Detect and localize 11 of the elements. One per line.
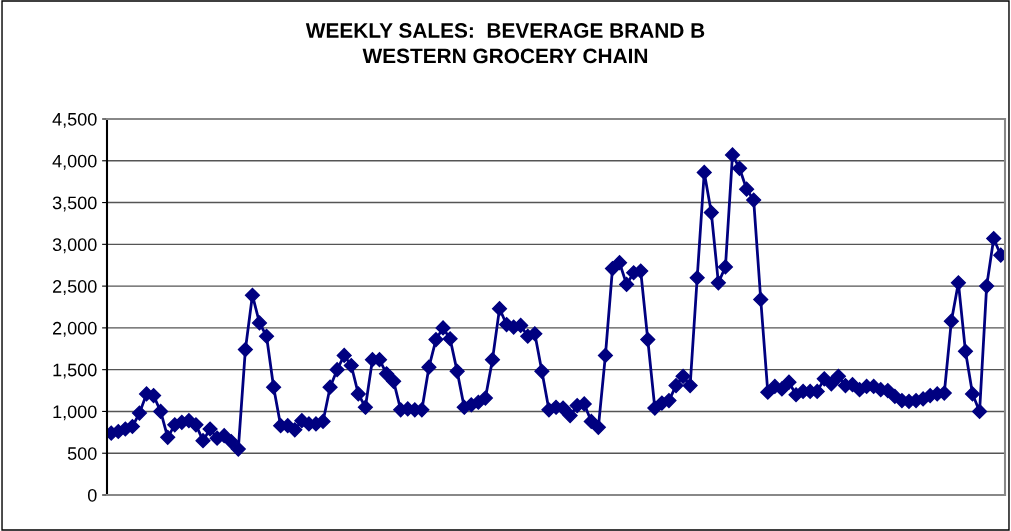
y-tick-label: 500	[67, 447, 97, 460]
y-tick-label: 0	[87, 488, 97, 502]
y-tick-label: 2,500	[53, 280, 97, 295]
y-tick-label: 4,000	[52, 154, 97, 170]
y-tick-label: 2,000	[53, 321, 97, 337]
chart-title: WEEKLY SALES: BEVERAGE BRAND B WESTERN GROCERY CHAIN	[305, 23, 705, 64]
y-tick-label: 1,000	[53, 405, 97, 421]
y-tick-label: 4,500	[52, 112, 97, 128]
y-tick-label: 3,000	[52, 238, 97, 254]
y-tick-label: 1,500	[53, 363, 97, 379]
y-tick-label: 3,500	[52, 196, 97, 212]
